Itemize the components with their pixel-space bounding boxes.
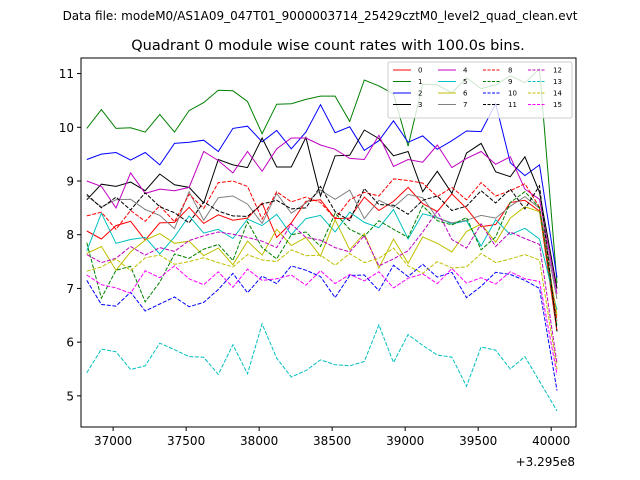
legend-entry-6: 6 [438, 90, 468, 98]
x-offset-label: +3.295e8 [516, 455, 575, 469]
series-line-15 [86, 265, 558, 375]
legend-entry-9: 9 [483, 78, 512, 86]
series-line-9 [86, 191, 558, 327]
legend-label: 0 [418, 67, 422, 75]
legend-entry-12: 12 [528, 67, 562, 75]
series-line-14 [86, 247, 558, 370]
legend-label: 2 [418, 90, 422, 98]
x-tick-label: 39000 [386, 434, 424, 448]
y-tick-label: 9 [66, 175, 74, 189]
x-tick-label: 40000 [532, 434, 570, 448]
series-line-4 [86, 134, 558, 294]
y-tick-label: 7 [66, 282, 74, 296]
legend-entry-1: 1 [393, 78, 422, 86]
legend-entry-7: 7 [438, 101, 467, 109]
legend-label: 9 [508, 78, 512, 86]
series-line-2 [86, 102, 558, 278]
legend-entry-5: 5 [438, 78, 467, 86]
legend-entry-0: 0 [393, 67, 422, 75]
series-line-10 [86, 263, 558, 391]
legend-entry-2: 2 [393, 90, 422, 98]
legend-entry-3: 3 [393, 101, 422, 109]
series-line-13 [86, 322, 558, 412]
series-line-7 [86, 189, 558, 300]
legend-label: 4 [463, 67, 468, 75]
legend-frame [387, 61, 573, 119]
y-tick-label: 11 [59, 67, 74, 81]
x-tick-label: 37000 [94, 434, 132, 448]
x-tick-label: 38500 [313, 434, 351, 448]
x-tick-label: 37500 [167, 434, 205, 448]
chart-title: Quadrant 0 module wise count rates with … [131, 38, 525, 54]
series-line-8 [86, 178, 558, 321]
legend-label: 8 [508, 67, 512, 75]
x-tick-label: 39500 [459, 434, 497, 448]
legend-label: 12 [553, 67, 562, 75]
legend-label: 10 [508, 90, 517, 98]
legend-label: 7 [463, 101, 467, 109]
legend-label: 6 [463, 90, 468, 98]
plot-frame [80, 57, 577, 428]
legend-entry-4: 4 [438, 67, 468, 75]
legend-label: 1 [418, 78, 422, 86]
series-line-0 [86, 186, 558, 332]
x-tick-label: 38000 [240, 434, 278, 448]
legend-entry-11: 11 [483, 101, 517, 109]
legend-label: 5 [463, 78, 467, 86]
y-tick-label: 5 [66, 389, 74, 403]
series-line-12 [86, 210, 558, 364]
legend-label: 3 [418, 101, 422, 109]
legend-entry-13: 13 [528, 78, 562, 86]
legend-entry-10: 10 [483, 90, 517, 98]
y-tick-label: 8 [66, 228, 74, 242]
legend-entry-15: 15 [528, 101, 562, 109]
figure-suptitle: Data file: modeM0/AS1A09_047T01_90000037… [63, 9, 578, 23]
legend-label: 15 [553, 101, 562, 109]
series-layer [86, 67, 558, 412]
series-line-11 [86, 184, 558, 332]
series-line-3 [86, 129, 558, 289]
legend-label: 11 [508, 101, 517, 109]
legend-label: 14 [553, 90, 562, 98]
y-tick-label: 10 [59, 121, 74, 135]
y-axis: 5 6 7 8 9 10 11 [59, 67, 81, 403]
x-axis: 37000 37500 38000 38500 39000 39500 40000 [94, 427, 570, 448]
series-line-5 [86, 208, 558, 311]
legend-entry-8: 8 [483, 67, 512, 75]
series-line-6 [86, 206, 558, 316]
legend-entry-14: 14 [528, 90, 562, 98]
legend-label: 13 [553, 78, 562, 86]
y-tick-label: 6 [66, 336, 74, 350]
